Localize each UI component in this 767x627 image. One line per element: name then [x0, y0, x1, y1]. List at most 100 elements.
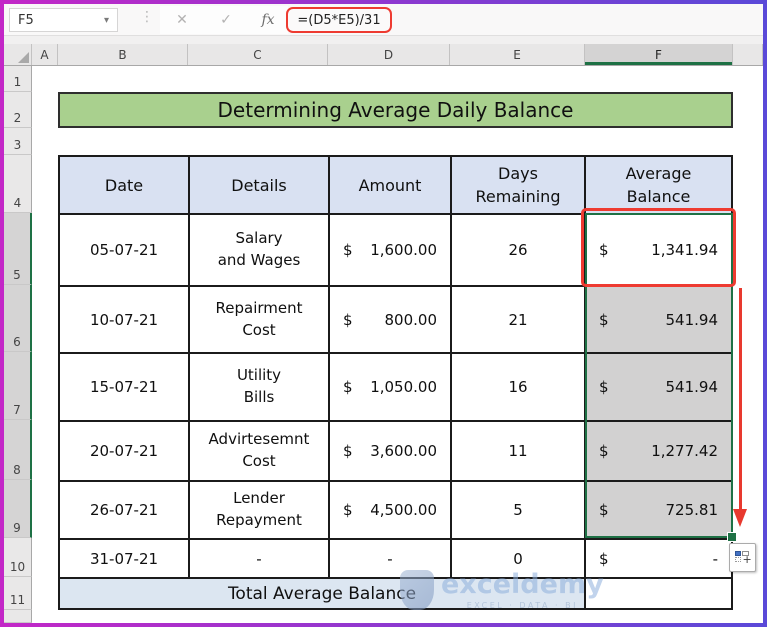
formula-toolbar: F5 ▾ ⋮ ✕ ✓ fx =(D5*E5)/31 — [4, 4, 763, 36]
cell-B10[interactable]: 31-07-21 — [60, 540, 188, 577]
row-headers: 1 2 3 4 5 6 7 8 9 10 11 — [4, 66, 32, 623]
cancel-icon[interactable]: ✕ — [176, 12, 188, 28]
amount-value: 800.00 — [384, 310, 438, 329]
cell-C8[interactable]: Advirtesemnt Cost — [190, 422, 328, 480]
average-balance-value: - — [712, 549, 718, 568]
column-header-c[interactable]: C — [188, 44, 328, 65]
amount-value: 1,050.00 — [370, 378, 437, 396]
cell-C5[interactable]: Salary and Wages — [190, 215, 328, 285]
cell-D9[interactable]: $ 4,500.00 — [330, 482, 450, 538]
cell-F10[interactable]: $ - — [586, 540, 731, 577]
table-header-average-balance[interactable]: Average Balance — [586, 157, 731, 213]
cell-F9[interactable]: $ 725.81 — [586, 482, 731, 538]
cell-F6[interactable]: $ 541.94 — [586, 287, 731, 352]
total-average-balance-cell[interactable]: Total Average Balance — [60, 579, 584, 608]
enter-icon[interactable]: ✓ — [220, 12, 232, 28]
column-header-a[interactable]: A — [32, 44, 58, 65]
cell-F8[interactable]: $ 1,277.42 — [586, 422, 731, 480]
currency-symbol: $ — [599, 310, 609, 329]
chevron-down-icon[interactable]: ▾ — [103, 14, 109, 26]
red-arrow-head-icon — [733, 509, 747, 527]
row-header-8[interactable]: 8 — [4, 420, 32, 480]
table-header-details[interactable]: Details — [190, 157, 328, 213]
row-header-6[interactable]: 6 — [4, 285, 32, 352]
autofill-options-button[interactable]: + — [729, 543, 756, 572]
kebab-divider-icon: ⋮ — [140, 9, 154, 25]
fill-handle[interactable] — [727, 532, 737, 542]
column-header-filler — [733, 44, 763, 65]
cell-B6[interactable]: 10-07-21 — [60, 287, 188, 352]
name-box[interactable]: F5 ▾ — [9, 8, 118, 32]
row-header-2[interactable]: 2 — [4, 92, 32, 128]
row-header-4[interactable]: 4 — [4, 155, 32, 213]
cell-C9[interactable]: Lender Repayment — [190, 482, 328, 538]
formula-input[interactable]: =(D5*E5)/31 — [286, 4, 763, 36]
formula-text: =(D5*E5)/31 — [297, 12, 381, 28]
autofill-options-icon: + — [734, 551, 752, 565]
amount-value: 1,600.00 — [370, 241, 437, 259]
cell-D5[interactable]: $ 1,600.00 — [330, 215, 450, 285]
column-header-f[interactable]: F — [585, 44, 733, 65]
select-all-button[interactable] — [4, 44, 32, 65]
cell-C10[interactable]: - — [190, 540, 328, 577]
table-header-amount[interactable]: Amount — [330, 157, 450, 213]
cell-E6[interactable]: 21 — [452, 287, 584, 352]
row-header-3[interactable]: 3 — [4, 128, 32, 155]
currency-symbol: $ — [599, 501, 609, 519]
corner-triangle-icon — [18, 52, 29, 63]
cell-B7[interactable]: 15-07-21 — [60, 354, 188, 420]
row-header-12-partial — [4, 610, 32, 623]
amount-value: 4,500.00 — [370, 501, 437, 519]
currency-symbol: $ — [599, 378, 609, 396]
row-header-7[interactable]: 7 — [4, 352, 32, 420]
row-header-5[interactable]: 5 — [4, 213, 32, 285]
cell-E5[interactable]: 26 — [452, 215, 584, 285]
row-header-9[interactable]: 9 — [4, 480, 32, 538]
cell-C6[interactable]: Repairment Cost — [190, 287, 328, 352]
average-balance-value: 541.94 — [665, 310, 719, 329]
table-header-date[interactable]: Date — [60, 157, 188, 213]
insert-function-icon[interactable]: fx — [261, 12, 275, 28]
cell-E9[interactable]: 5 — [452, 482, 584, 538]
sheet-grid: 1 2 3 4 5 6 7 8 9 10 11 Determining Aver… — [4, 66, 763, 623]
cell-E7[interactable]: 16 — [452, 354, 584, 420]
amount-value: 3,600.00 — [370, 442, 437, 460]
currency-symbol: $ — [599, 241, 609, 259]
cell-F7[interactable]: $ 541.94 — [586, 354, 731, 420]
cell-D7[interactable]: $ 1,050.00 — [330, 354, 450, 420]
row-header-10[interactable]: 10 — [4, 538, 32, 577]
title-banner[interactable]: Determining Average Daily Balance — [58, 92, 733, 128]
name-box-value: F5 — [18, 12, 34, 28]
excel-window: F5 ▾ ⋮ ✕ ✓ fx =(D5*E5)/31 A B C — [4, 4, 763, 623]
row-header-1[interactable]: 1 — [4, 66, 32, 92]
average-balance-value: 725.81 — [665, 501, 719, 519]
cell-B9[interactable]: 26-07-21 — [60, 482, 188, 538]
cell-B8[interactable]: 20-07-21 — [60, 422, 188, 480]
column-header-b[interactable]: B — [58, 44, 188, 65]
formula-bar-buttons: ✕ ✓ fx — [160, 6, 288, 34]
cell-F11[interactable] — [586, 579, 731, 608]
row-header-11[interactable]: 11 — [4, 577, 32, 610]
currency-symbol: $ — [343, 241, 353, 259]
currency-symbol: $ — [343, 501, 353, 519]
toolbar-divider — [4, 36, 763, 44]
cell-B5[interactable]: 05-07-21 — [60, 215, 188, 285]
currency-symbol: $ — [343, 378, 353, 396]
table-header-days-remaining[interactable]: Days Remaining — [452, 157, 584, 213]
currency-symbol: $ — [343, 442, 353, 460]
cell-E8[interactable]: 11 — [452, 422, 584, 480]
currency-symbol: $ — [599, 442, 609, 460]
cell-E10[interactable]: 0 — [452, 540, 584, 577]
average-balance-value: 541.94 — [665, 378, 719, 396]
cell-C7[interactable]: Utility Bills — [190, 354, 328, 420]
formula-annotation-box: =(D5*E5)/31 — [286, 7, 392, 33]
column-header-e[interactable]: E — [450, 44, 585, 65]
cell-D8[interactable]: $ 3,600.00 — [330, 422, 450, 480]
column-header-d[interactable]: D — [328, 44, 450, 65]
red-arrow-annotation — [739, 288, 742, 510]
average-balance-value: 1,277.42 — [651, 442, 718, 460]
cell-D6[interactable]: $ 800.00 — [330, 287, 450, 352]
cell-D10[interactable]: - — [330, 540, 450, 577]
cell-F5-active[interactable]: $ 1,341.94 — [586, 215, 731, 285]
currency-symbol: $ — [343, 310, 353, 329]
